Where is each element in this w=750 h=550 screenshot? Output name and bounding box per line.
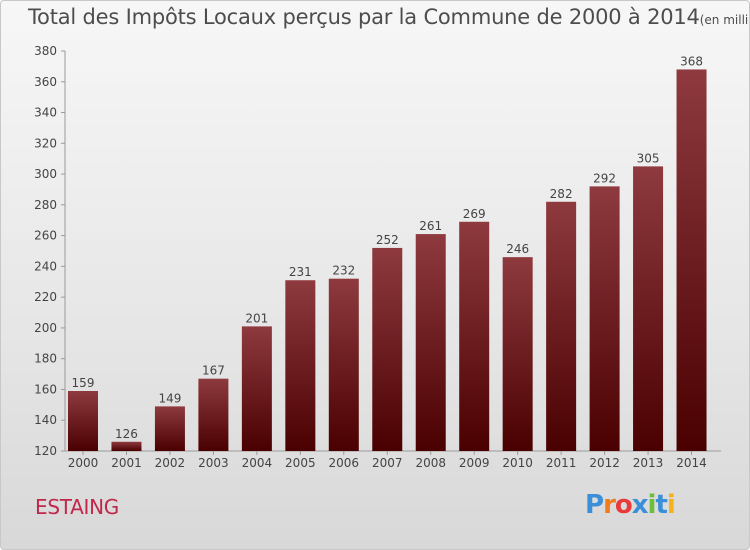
bar-value-label: 126 <box>115 427 138 441</box>
logo-letter: i <box>666 490 676 520</box>
bar <box>328 278 359 451</box>
bar <box>241 326 272 451</box>
bar <box>111 441 142 451</box>
bar-value-label: 159 <box>72 376 95 390</box>
bar-value-label: 252 <box>376 233 399 247</box>
axes: 120 140 160 180 200 220 240 260 280 300 320 340 360 3… <box>34 44 721 470</box>
bar-value-label: 261 <box>419 219 442 233</box>
y-tick-label: 280 <box>34 198 57 212</box>
bar-value-label: 232 <box>332 264 355 278</box>
y-tick-label: 120 <box>34 444 57 458</box>
bar <box>68 391 98 451</box>
x-tick-label: 2001 <box>111 456 142 470</box>
x-tick-label: 2005 <box>285 456 316 470</box>
y-tick-label: 220 <box>34 290 57 304</box>
bar-value-label: 246 <box>506 242 529 256</box>
logo-letter: r <box>603 490 616 520</box>
bar <box>198 378 229 451</box>
bar-value-label: 231 <box>289 265 312 279</box>
bar <box>415 234 446 451</box>
bars <box>68 69 707 451</box>
x-tick-label: 2004 <box>242 456 273 470</box>
bar <box>633 166 664 451</box>
bar-value-label: 149 <box>158 391 181 405</box>
y-tick-label: 200 <box>34 321 57 335</box>
y-tick-label: 340 <box>34 106 57 120</box>
y-tick-label: 360 <box>34 75 57 89</box>
data-labels: 159 126 149 167 201 231 232 252 261 269 246 282 292 3… <box>72 54 703 440</box>
chart-title: Total des Impôts Locaux perçus par la Co… <box>28 5 700 29</box>
bar <box>154 406 185 451</box>
chart-unit: (en milliers d'€) <box>699 13 749 27</box>
x-tick-label: 2013 <box>633 456 664 470</box>
x-tick-label: 2014 <box>676 456 707 470</box>
bar-value-label: 282 <box>550 187 573 201</box>
bar <box>589 186 620 451</box>
bar-value-label: 368 <box>680 54 703 68</box>
y-tick-label: 180 <box>34 352 57 366</box>
x-tick-label: 2008 <box>415 456 446 470</box>
proxiti-logo: Proxiti <box>585 490 676 520</box>
x-tick-label: 2000 <box>68 456 99 470</box>
y-tick-label: 140 <box>34 413 57 427</box>
y-tick-label: 380 <box>34 44 57 58</box>
bar-value-label: 292 <box>593 171 616 185</box>
x-tick-label: 2002 <box>155 456 186 470</box>
bar <box>676 69 707 451</box>
x-tick-label: 2009 <box>459 456 490 470</box>
x-tick-label: 2010 <box>502 456 533 470</box>
logo-letter: t <box>655 490 667 520</box>
x-tick-label: 2003 <box>198 456 229 470</box>
bar-value-label: 269 <box>463 207 486 221</box>
logo-letter: P <box>585 490 604 520</box>
x-tick-label: 2007 <box>372 456 403 470</box>
bar-value-label: 167 <box>202 364 225 378</box>
bar <box>459 221 490 451</box>
x-tick-label: 2012 <box>589 456 620 470</box>
y-tick-label: 260 <box>34 229 57 243</box>
logo-letter: o <box>614 490 633 520</box>
x-tick-label: 2011 <box>546 456 577 470</box>
y-tick-label: 300 <box>34 167 57 181</box>
y-tick-label: 240 <box>34 259 57 273</box>
bar <box>372 247 403 451</box>
bar-value-label: 201 <box>245 311 268 325</box>
logo-letter: x <box>631 490 649 520</box>
logo-letter: i <box>647 490 657 520</box>
bar-value-label: 305 <box>637 151 660 165</box>
bar <box>285 280 316 451</box>
bar <box>502 257 533 451</box>
x-tick-label: 2006 <box>329 456 360 470</box>
chart-title-block: Total des Impôts Locaux perçus par la Co… <box>28 5 749 29</box>
bar <box>546 201 577 451</box>
y-tick-label: 160 <box>34 382 57 396</box>
y-tick-label: 320 <box>34 136 57 150</box>
commune-name: ESTAING <box>35 495 119 519</box>
